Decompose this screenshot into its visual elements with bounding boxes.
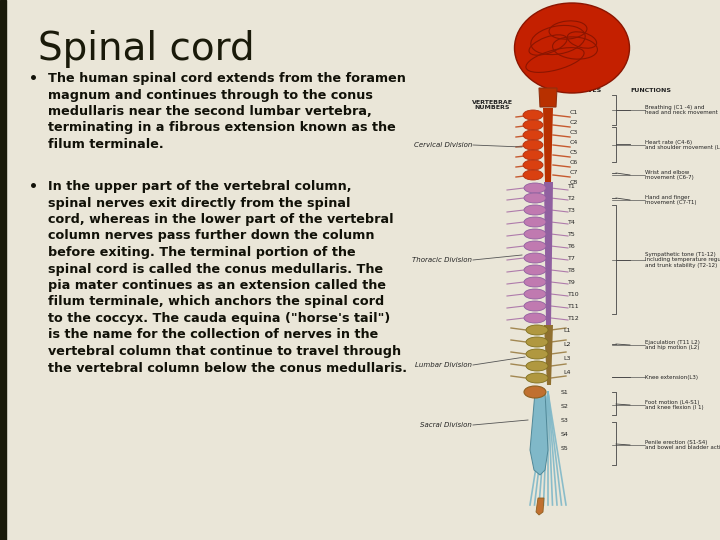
Text: T5: T5 (568, 232, 576, 237)
Polygon shape (530, 392, 548, 475)
Text: T6: T6 (568, 244, 576, 248)
Ellipse shape (523, 130, 543, 140)
Text: C7: C7 (570, 171, 578, 176)
Ellipse shape (524, 183, 546, 193)
Ellipse shape (524, 205, 546, 215)
Text: In the upper part of the vertebral column,
spinal nerves exit directly from the : In the upper part of the vertebral colum… (48, 180, 407, 375)
Text: Heart rate (C4-6)
and shoulder movement (L5): Heart rate (C4-6) and shoulder movement … (645, 140, 720, 150)
Text: C3: C3 (570, 131, 578, 136)
Text: T11: T11 (568, 303, 580, 308)
Polygon shape (536, 498, 544, 515)
Text: VERTEBRAE
NUMBERS: VERTEBRAE NUMBERS (472, 99, 513, 110)
Ellipse shape (524, 301, 546, 311)
Text: C4: C4 (570, 140, 578, 145)
Text: NERVES: NERVES (573, 87, 601, 92)
Text: C8: C8 (570, 180, 578, 186)
Ellipse shape (523, 150, 543, 160)
Polygon shape (544, 182, 553, 325)
Text: Thoracic Division: Thoracic Division (412, 257, 472, 263)
Text: Hand and finger
movement (C7-T1): Hand and finger movement (C7-T1) (645, 195, 696, 205)
Text: FUNCTIONS: FUNCTIONS (630, 87, 671, 92)
Text: T12: T12 (568, 315, 580, 321)
Text: C2: C2 (570, 120, 578, 125)
Text: T1: T1 (568, 184, 576, 188)
Ellipse shape (524, 253, 546, 263)
Text: Foot motion (L4-S1)
and knee flexion (l 1): Foot motion (L4-S1) and knee flexion (l … (645, 400, 703, 410)
Text: T4: T4 (568, 219, 576, 225)
Text: S4: S4 (561, 431, 569, 436)
Ellipse shape (524, 277, 546, 287)
Text: S5: S5 (561, 446, 569, 450)
Ellipse shape (523, 170, 543, 180)
Text: Spinal cord: Spinal cord (38, 30, 255, 68)
Ellipse shape (524, 193, 546, 203)
Text: S2: S2 (561, 403, 569, 408)
Ellipse shape (523, 160, 543, 170)
Text: T8: T8 (568, 267, 576, 273)
Ellipse shape (526, 373, 548, 383)
Ellipse shape (523, 120, 543, 130)
Polygon shape (543, 108, 553, 182)
Text: S3: S3 (561, 417, 569, 422)
Ellipse shape (515, 3, 629, 93)
Ellipse shape (523, 110, 543, 120)
Text: Sympathetic tone (T1-12)
Including temperature regulation)
and trunk stability (: Sympathetic tone (T1-12) Including tempe… (645, 252, 720, 268)
Ellipse shape (524, 289, 546, 299)
Text: T3: T3 (568, 207, 576, 213)
Text: L1: L1 (563, 327, 570, 333)
Ellipse shape (526, 325, 548, 335)
Text: L3: L3 (563, 355, 570, 361)
Text: C6: C6 (570, 160, 578, 165)
Text: L2: L2 (563, 341, 570, 347)
Text: Knee extension(L3): Knee extension(L3) (645, 375, 698, 380)
Text: Lumbar Division: Lumbar Division (415, 362, 472, 368)
Ellipse shape (526, 337, 548, 347)
Text: S1: S1 (561, 389, 569, 395)
Text: T7: T7 (568, 255, 576, 260)
Text: Breathing (C1 -4) and
head and neck movement (C2): Breathing (C1 -4) and head and neck move… (645, 105, 720, 116)
Text: Penile erection (S1-S4)
and bowel and bladder activity (S2-S3): Penile erection (S1-S4) and bowel and bl… (645, 440, 720, 450)
Text: •: • (29, 180, 38, 194)
Text: •: • (29, 72, 38, 86)
Text: T10: T10 (568, 292, 580, 296)
Text: Sacral Division: Sacral Division (420, 422, 472, 428)
Ellipse shape (526, 349, 548, 359)
Bar (0, 0, 6, 540)
Ellipse shape (524, 265, 546, 275)
Text: T9: T9 (568, 280, 576, 285)
Text: C1: C1 (570, 111, 578, 116)
Ellipse shape (524, 241, 546, 251)
Text: Wrist and elbow
movement (C6-7): Wrist and elbow movement (C6-7) (645, 170, 694, 180)
Ellipse shape (524, 229, 546, 239)
Ellipse shape (524, 217, 546, 227)
Ellipse shape (526, 361, 548, 371)
Text: Ejaculation (T11 L2)
and hip motion (L2): Ejaculation (T11 L2) and hip motion (L2) (645, 340, 700, 350)
Polygon shape (544, 325, 553, 385)
Polygon shape (539, 88, 557, 107)
Ellipse shape (524, 313, 546, 323)
Text: C5: C5 (570, 151, 578, 156)
Text: Cervical Division: Cervical Division (413, 142, 472, 148)
Text: The human spinal cord extends from the foramen
magnum and continues through to t: The human spinal cord extends from the f… (48, 72, 406, 151)
Ellipse shape (524, 386, 546, 398)
Ellipse shape (523, 140, 543, 150)
Text: T2: T2 (568, 195, 576, 200)
Text: L4: L4 (563, 369, 570, 375)
